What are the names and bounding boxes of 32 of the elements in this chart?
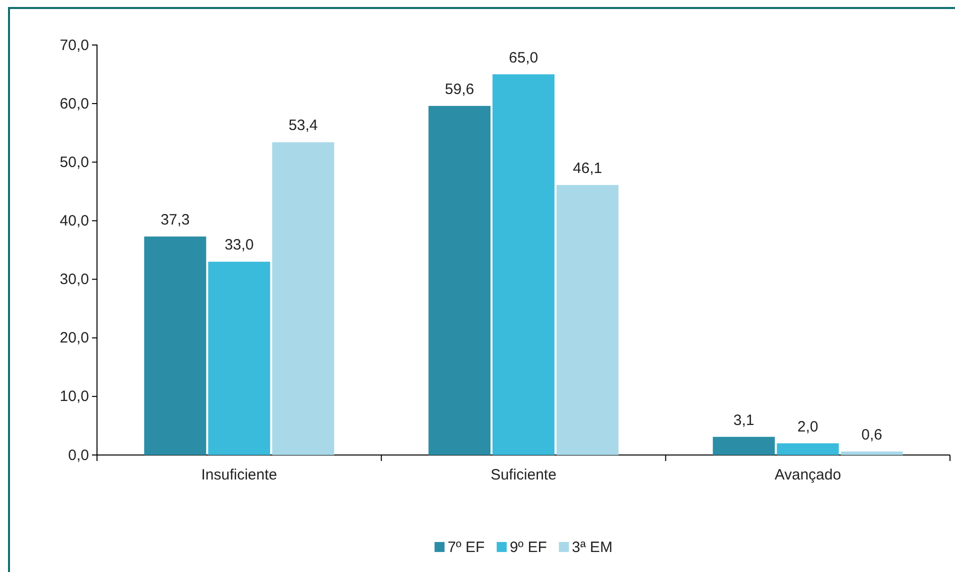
y-tick-label: 10,0 <box>60 388 89 406</box>
data-label: 0,6 <box>861 426 882 444</box>
y-tick-label: 30,0 <box>60 271 89 288</box>
bar <box>428 106 490 455</box>
data-label: 65,0 <box>508 49 538 66</box>
y-tick-label: 20,0 <box>60 330 89 347</box>
x-tick-label: Avançado <box>774 466 842 484</box>
data-label: 59,6 <box>444 80 474 98</box>
data-label: 37,3 <box>160 212 190 229</box>
data-label: 33,0 <box>224 236 254 254</box>
bar <box>144 236 206 455</box>
y-tick-label: 50,0 <box>60 154 89 171</box>
bar <box>272 142 334 455</box>
y-tick-label: 70,0 <box>60 36 89 54</box>
y-tick-label: 40,0 <box>60 212 89 230</box>
data-label: 3,1 <box>733 412 754 429</box>
y-tick-label: 60,0 <box>60 95 89 112</box>
data-label: 2,0 <box>797 418 818 436</box>
data-label: 46,1 <box>572 160 602 177</box>
legend-label: 7º EF <box>448 539 485 556</box>
bar <box>776 443 839 455</box>
bar <box>840 451 903 455</box>
bar <box>492 74 554 455</box>
legend-label: 9º EF <box>510 539 547 556</box>
x-tick-label: Suficiente <box>490 466 556 484</box>
bar <box>712 436 775 455</box>
x-tick-label: Insuficiente <box>201 466 278 484</box>
bar <box>556 184 618 455</box>
y-tick-label: 0,0 <box>68 446 89 464</box>
data-label: 53,4 <box>288 117 318 134</box>
bar <box>208 262 270 455</box>
legend-label: 3ª EM <box>572 539 612 556</box>
